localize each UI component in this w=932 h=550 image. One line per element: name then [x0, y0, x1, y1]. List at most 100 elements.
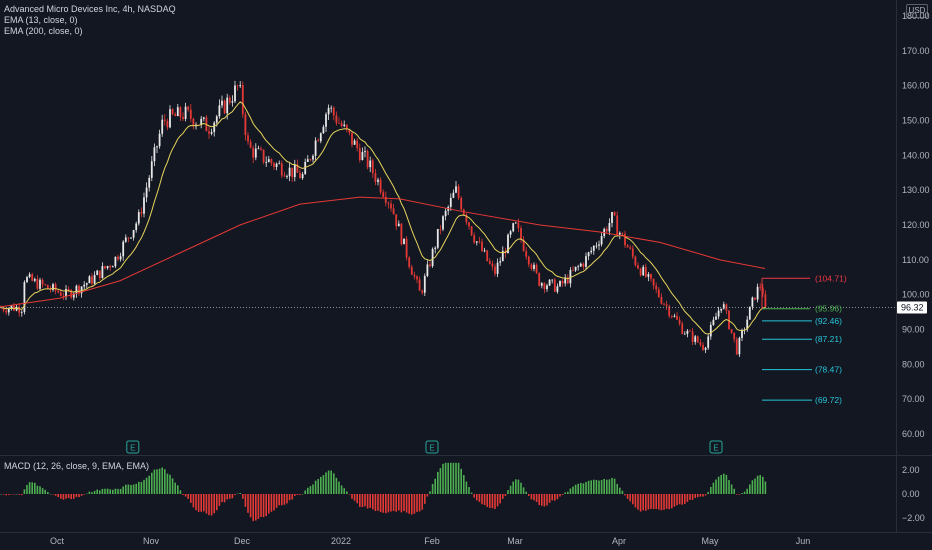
- candle: [179, 107, 182, 117]
- price-tick-label: 110.00: [902, 255, 929, 265]
- macd-bar: [23, 489, 26, 494]
- macd-bar: [99, 490, 101, 494]
- candle: [754, 297, 756, 300]
- macd-bar: [151, 472, 153, 494]
- candle: [358, 148, 361, 161]
- candle: [449, 197, 452, 207]
- candle: [62, 295, 65, 297]
- candle: [145, 187, 148, 198]
- candle: [369, 160, 372, 168]
- candle: [676, 315, 678, 320]
- macd-bar: [496, 494, 499, 507]
- macd-bar: [187, 494, 189, 499]
- time-tick-label: 2022: [331, 536, 351, 546]
- candle: [293, 164, 296, 178]
- macd-bar: [164, 469, 166, 494]
- ema13-legend[interactable]: EMA (13, close, 0): [4, 15, 78, 25]
- candle: [218, 105, 221, 117]
- time-tick-label: Oct: [50, 536, 65, 546]
- macd-bar: [725, 474, 728, 494]
- macd-bar: [509, 485, 512, 494]
- time-tick-label: Dec: [234, 536, 251, 546]
- macd-bar: [379, 494, 382, 513]
- macd-bar: [190, 494, 192, 503]
- macd-bar: [392, 494, 395, 511]
- time-tick-label: Apr: [612, 536, 626, 546]
- macd-bar: [106, 488, 109, 494]
- macd-bar: [551, 494, 553, 501]
- macd-legend[interactable]: MACD (12, 26, close, 9, EMA, EMA): [4, 461, 150, 471]
- macd-bar: [75, 494, 78, 497]
- ema200-legend[interactable]: EMA (200, close, 0): [4, 26, 83, 36]
- macd-bar: [603, 479, 605, 494]
- candle: [70, 290, 73, 298]
- candle: [5, 310, 8, 313]
- candle: [475, 241, 478, 243]
- candle: [291, 167, 294, 178]
- candle: [286, 176, 288, 178]
- macd-bar: [101, 488, 104, 494]
- candle: [161, 119, 164, 134]
- candle: [57, 290, 60, 293]
- price-tick-label: 90.00: [902, 325, 925, 335]
- macd-bar: [447, 462, 449, 494]
- macd-bar: [639, 494, 642, 512]
- macd-bar: [70, 494, 72, 500]
- macd-bar: [668, 494, 670, 510]
- candle: [117, 256, 119, 260]
- macd-bar: [463, 475, 465, 494]
- candle: [382, 192, 385, 197]
- candle: [210, 131, 213, 134]
- candle: [696, 336, 699, 343]
- candle: [702, 344, 704, 350]
- candle: [379, 179, 382, 193]
- price-tick-label: 80.00: [902, 359, 925, 369]
- symbol-legend[interactable]: Advanced Micro Devices Inc, 4h, NASDAQ: [4, 4, 176, 14]
- candle: [361, 151, 364, 161]
- candle: [634, 256, 637, 266]
- macd-tick-label: 2.00: [902, 465, 920, 475]
- macd-bar: [169, 474, 171, 494]
- macd-bar: [255, 494, 257, 521]
- level-label: (95.96): [815, 304, 842, 314]
- macd-tick-label: 0.00: [902, 489, 920, 499]
- candle: [104, 266, 106, 269]
- candle: [23, 282, 26, 312]
- macd-bar: [741, 493, 743, 494]
- candle: [577, 266, 580, 268]
- candle: [572, 269, 574, 271]
- candle: [377, 179, 379, 182]
- candle: [322, 126, 325, 134]
- macd-bar: [340, 485, 343, 494]
- currency-badge[interactable]: USD: [906, 4, 928, 18]
- candle: [546, 285, 548, 290]
- candle: [423, 276, 426, 293]
- candle: [176, 107, 179, 117]
- candle: [52, 284, 54, 290]
- candle: [340, 122, 343, 127]
- macd-bar: [561, 494, 564, 495]
- macd-bar: [483, 494, 486, 505]
- macd-bar: [83, 494, 85, 495]
- candle: [111, 266, 114, 268]
- candle: [31, 274, 34, 281]
- macd-bar: [681, 494, 683, 505]
- candle: [668, 306, 671, 316]
- macd-bar: [470, 492, 473, 494]
- macd-bar: [226, 494, 228, 500]
- macd-bar: [517, 479, 520, 494]
- level-label: (78.47): [815, 365, 842, 375]
- macd-bar: [616, 483, 618, 494]
- macd-bar: [756, 475, 759, 494]
- macd-bar: [93, 490, 96, 494]
- candle: [387, 202, 390, 204]
- candle: [512, 223, 515, 232]
- candle: [366, 151, 369, 168]
- candle: [616, 215, 619, 235]
- macd-bar: [697, 494, 699, 498]
- candle: [460, 197, 463, 210]
- candle: [566, 277, 569, 284]
- macd-bar: [629, 494, 631, 502]
